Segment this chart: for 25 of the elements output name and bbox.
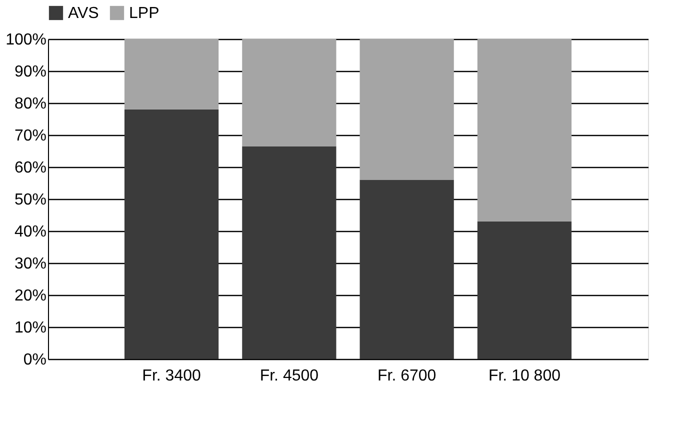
y-tick-label: 20% [14,288,46,304]
bar [360,39,454,180]
y-tick-label: 70% [14,128,46,144]
bar [477,221,572,359]
x-tick-label: Fr. 10 800 [488,368,561,384]
bar [360,180,454,359]
y-tick-label: 60% [14,160,46,176]
y-tick-label: 10% [14,320,46,336]
y-tick-label: 80% [14,96,46,112]
bar [242,146,336,359]
y-tick-label: 0% [23,352,46,368]
bar [477,39,572,222]
x-tick-label: Fr. 6700 [377,368,436,384]
bar [242,39,336,146]
legend-label: AVS [68,5,99,22]
y-tick-label: 50% [14,192,46,208]
y-tick-label: 90% [14,64,46,80]
bar [124,109,219,359]
legend-label: LPP [129,5,160,22]
y-tick-label: 30% [14,256,46,272]
y-tick-label: 100% [6,32,46,48]
bar [124,39,219,110]
y-tick-label: 40% [14,224,46,240]
x-tick-label: Fr. 3400 [142,368,201,384]
x-tick-label: Fr. 4500 [260,368,319,384]
